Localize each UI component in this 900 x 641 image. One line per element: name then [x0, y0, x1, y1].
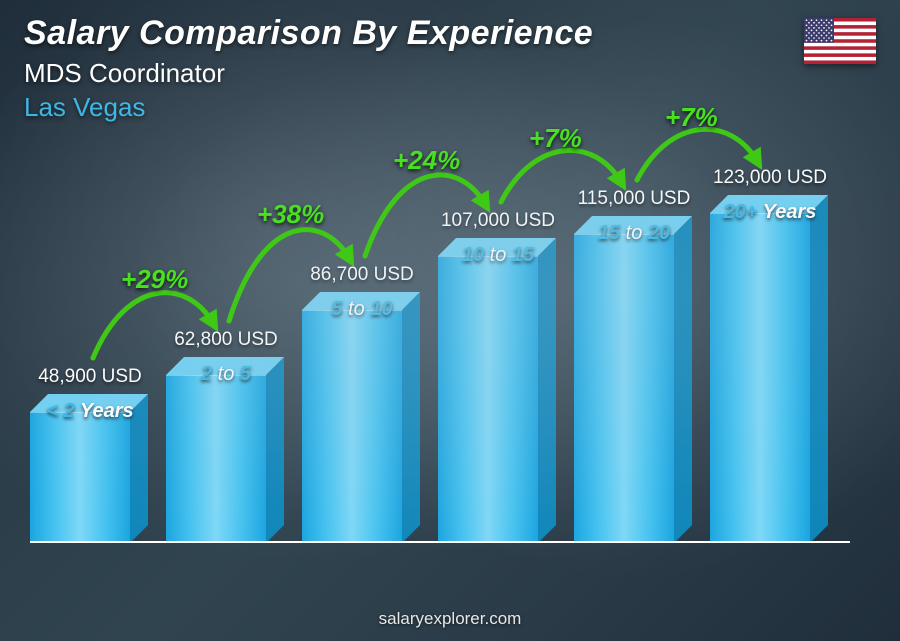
- bar-value-label: 107,000 USD: [428, 210, 568, 232]
- bar: 107,000 USD10 to 15: [438, 238, 556, 543]
- bar-category-label: 5 to 10: [292, 298, 432, 575]
- bar: 48,900 USD< 2 Years: [30, 394, 148, 543]
- bar: 62,800 USD2 to 5: [166, 357, 284, 543]
- bar: 115,000 USD15 to 20: [574, 216, 692, 543]
- bar: 86,700 USD5 to 10: [302, 292, 420, 543]
- chart-location: Las Vegas: [24, 92, 145, 123]
- bar-value-label: 48,900 USD: [20, 366, 160, 388]
- bar-category-label: < 2 Years: [20, 400, 160, 575]
- bar-chart: 48,900 USD< 2 Years62,800 USD2 to 586,70…: [30, 130, 850, 571]
- footer-attribution: salaryexplorer.com: [0, 609, 900, 629]
- bar-value-label: 86,700 USD: [292, 264, 432, 286]
- chart-baseline: [30, 541, 850, 543]
- bar-category-label: 10 to 15: [428, 244, 568, 575]
- increase-pct-label: +24%: [393, 145, 460, 176]
- increase-pct-label: +38%: [257, 199, 324, 230]
- bar-value-label: 123,000 USD: [700, 167, 840, 189]
- bar-category-label: 2 to 5: [156, 363, 296, 575]
- increase-pct-label: +7%: [529, 123, 582, 154]
- bar-category-label: 15 to 20: [564, 222, 704, 575]
- chart-title: Salary Comparison By Experience: [24, 14, 593, 53]
- bar-value-label: 115,000 USD: [564, 188, 704, 210]
- us-flag-icon: [804, 18, 876, 64]
- increase-pct-label: +7%: [665, 102, 718, 133]
- bar-value-label: 62,800 USD: [156, 329, 296, 351]
- bar-category-label: 20+ Years: [700, 201, 840, 575]
- chart-subtitle: MDS Coordinator: [24, 58, 225, 89]
- chart-stage: Salary Comparison By Experience MDS Coor…: [0, 0, 900, 641]
- bar: 123,000 USD20+ Years: [710, 195, 828, 543]
- increase-pct-label: +29%: [121, 264, 188, 295]
